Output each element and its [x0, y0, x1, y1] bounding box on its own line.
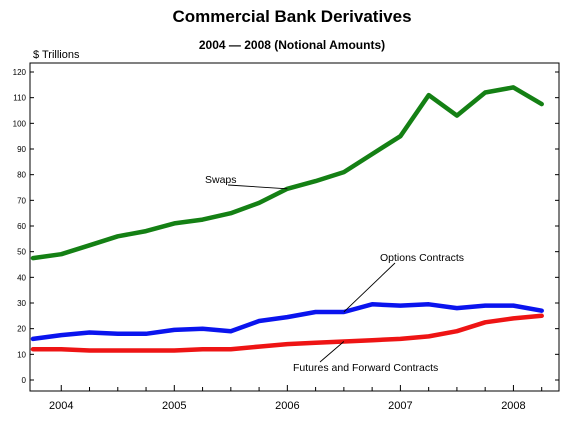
x-tick-label: 2004	[49, 400, 73, 412]
y-tick-label: 70	[17, 196, 26, 205]
y-tick-label: 40	[17, 273, 26, 282]
y-tick-label: 120	[13, 68, 27, 77]
series-lines	[30, 85, 544, 353]
y-tick-label: 30	[17, 299, 26, 308]
annotations: Swaps Options Contracts Futures and Forwar…	[205, 174, 464, 374]
axes: 0 10 20 30 40 50 60 70 80 90 100 110 120 2004 2005 2006…	[13, 62, 560, 412]
y-tick-label: 20	[17, 325, 26, 334]
x-tick-label: 2006	[275, 400, 299, 412]
y-tick-label: 0	[22, 376, 27, 385]
y-tick-label: 80	[17, 171, 26, 180]
y-tick-label: 10	[17, 350, 26, 359]
chart-title: Commercial Bank Derivatives	[172, 7, 411, 26]
series-line-futures-and-forward-contracts	[30, 313, 544, 353]
y-tick-label: 100	[13, 119, 27, 128]
annotation-leader	[319, 341, 345, 363]
y-tick-label: 60	[17, 222, 26, 231]
chart-subtitle: 2004 — 2008 (Notional Amounts)	[199, 38, 385, 52]
y-tick-label: 50	[17, 248, 26, 257]
annotation-label: Futures and Forward Contracts	[293, 362, 438, 374]
y-tick-label: 110	[13, 94, 26, 103]
annotation-label: Options Contracts	[380, 252, 464, 264]
x-tick-label: 2005	[162, 400, 186, 412]
y-tick-label: 90	[17, 145, 26, 154]
annotation-leader	[227, 184, 288, 190]
series-line-options-contracts	[30, 302, 544, 342]
annotation-leader	[343, 262, 396, 313]
y-axis-label: $ Trillions	[33, 49, 80, 61]
x-tick-label: 2007	[388, 400, 412, 412]
annotation-label: Swaps	[205, 174, 237, 186]
plot-frame	[29, 62, 560, 392]
series-line-swaps	[30, 85, 544, 261]
x-tick-label: 2008	[501, 400, 525, 412]
